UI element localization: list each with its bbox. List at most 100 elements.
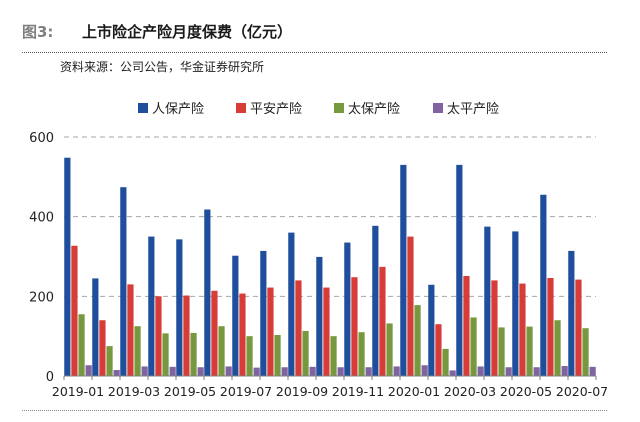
bar-2019-07-s0 bbox=[232, 255, 239, 376]
bar-2020-07-s0 bbox=[568, 250, 575, 376]
bar-2020-01-s2 bbox=[414, 305, 421, 376]
bar-2019-09-s3 bbox=[309, 366, 316, 376]
x-tick-label: 2019-01 bbox=[52, 384, 104, 399]
bar-2020-02-s2 bbox=[442, 348, 449, 376]
bar-2019-09-s0 bbox=[288, 232, 295, 376]
bar-2020-01-s0 bbox=[400, 164, 407, 376]
bar-2019-05-s3 bbox=[197, 367, 204, 376]
bar-2020-01-s1 bbox=[407, 236, 414, 376]
bar-2019-05-s0 bbox=[176, 239, 183, 376]
bar-2019-04-s3 bbox=[169, 366, 176, 376]
bar-2020-06-s1 bbox=[547, 278, 554, 376]
bar-2020-03-s2 bbox=[470, 317, 477, 376]
legend-swatch bbox=[138, 103, 148, 113]
figure-title: 上市险企产险月度保费（亿元） bbox=[82, 23, 293, 41]
source-note: 资料来源：公司公告，华金证券研究所 bbox=[60, 60, 265, 74]
bar-2019-10-s1 bbox=[323, 287, 330, 376]
bar-2020-04-s1 bbox=[491, 280, 498, 376]
bars bbox=[64, 157, 596, 377]
bar-2019-11-s1 bbox=[351, 277, 358, 376]
x-tick-label: 2019-07 bbox=[220, 384, 272, 399]
bar-2019-10-s0 bbox=[316, 256, 323, 376]
bar-2019-04-s2 bbox=[162, 333, 169, 376]
bar-2019-09-s2 bbox=[302, 330, 309, 376]
bar-2019-10-s3 bbox=[337, 367, 344, 376]
bar-2020-07-s2 bbox=[582, 328, 589, 376]
y-tick-label: 0 bbox=[46, 370, 54, 385]
grid-lines bbox=[64, 136, 596, 297]
legend-label: 太平产险 bbox=[447, 102, 499, 117]
bar-2019-06-s2 bbox=[218, 326, 225, 376]
bar-2019-10-s2 bbox=[330, 336, 337, 376]
bar-2019-03-s1 bbox=[127, 284, 134, 376]
bar-2020-06-s2 bbox=[554, 320, 561, 376]
bar-2020-03-s0 bbox=[456, 164, 463, 376]
legend-swatch bbox=[433, 103, 443, 113]
bar-2019-11-s0 bbox=[344, 242, 351, 376]
bar-2020-05-s2 bbox=[526, 326, 533, 376]
x-tick-label: 2020-07 bbox=[556, 384, 608, 399]
legend-swatch bbox=[334, 103, 344, 113]
bar-2019-12-s1 bbox=[379, 266, 386, 376]
bar-2019-01-s3 bbox=[85, 365, 92, 376]
bar-2019-02-s3 bbox=[113, 370, 120, 376]
bar-2019-08-s1 bbox=[267, 287, 274, 376]
x-tick-label: 2020-05 bbox=[500, 384, 552, 399]
y-tick-label: 200 bbox=[29, 290, 54, 305]
bar-2020-04-s0 bbox=[484, 226, 491, 377]
bar-2019-06-s3 bbox=[225, 366, 232, 376]
bar-2019-07-s2 bbox=[246, 336, 253, 376]
bar-2019-04-s0 bbox=[148, 236, 155, 376]
bar-2019-02-s1 bbox=[99, 320, 106, 376]
bar-2019-02-s2 bbox=[106, 346, 113, 377]
figure-title-row: 图3: 上市险企产险月度保费（亿元） bbox=[22, 18, 607, 46]
bar-2019-01-s0 bbox=[64, 157, 71, 376]
bar-2019-08-s0 bbox=[260, 250, 267, 376]
axes: 0 200 400 600 2019-01 2019-03 2019-05 2019-07 20… bbox=[29, 131, 608, 399]
x-tick-label: 2019-11 bbox=[332, 384, 384, 399]
bar-2020-07-s1 bbox=[575, 279, 582, 376]
bar-2020-05-s3 bbox=[533, 367, 540, 376]
x-tick-label: 2020-01 bbox=[388, 384, 440, 399]
bar-2020-02-s3 bbox=[449, 370, 456, 376]
bar-2020-07-s3 bbox=[589, 366, 596, 376]
bar-2020-03-s3 bbox=[477, 366, 484, 376]
bar-2020-04-s3 bbox=[505, 367, 512, 376]
x-tick-label: 2019-05 bbox=[164, 384, 216, 399]
bar-2019-01-s2 bbox=[78, 314, 85, 376]
bar-2019-07-s1 bbox=[239, 293, 246, 376]
x-tick-label: 2019-03 bbox=[108, 384, 160, 399]
legend-label: 人保产险 bbox=[152, 102, 204, 117]
bar-2020-05-s1 bbox=[519, 283, 526, 376]
bar-2019-11-s2 bbox=[358, 332, 365, 376]
bar-2019-02-s0 bbox=[92, 278, 99, 376]
bar-2020-06-s3 bbox=[561, 366, 568, 376]
bar-2019-05-s2 bbox=[190, 332, 197, 376]
bar-2019-06-s0 bbox=[204, 209, 211, 376]
bar-2019-09-s1 bbox=[295, 280, 302, 376]
bar-2019-08-s3 bbox=[281, 367, 288, 376]
bar-2019-05-s1 bbox=[183, 295, 190, 376]
y-tick-label: 600 bbox=[29, 131, 54, 146]
bar-2019-08-s2 bbox=[274, 334, 281, 376]
bar-2019-06-s1 bbox=[211, 290, 218, 376]
bar-2019-11-s3 bbox=[365, 367, 372, 376]
y-tick-label: 400 bbox=[29, 211, 54, 226]
title-separator bbox=[22, 52, 607, 53]
bar-2020-02-s1 bbox=[435, 324, 442, 376]
x-tick-label: 2020-03 bbox=[444, 384, 496, 399]
bar-2020-06-s0 bbox=[540, 194, 547, 376]
bar-2019-12-s0 bbox=[372, 225, 379, 376]
legend-label: 平安产险 bbox=[250, 102, 302, 117]
bar-2019-03-s2 bbox=[134, 326, 141, 376]
bar-2019-12-s3 bbox=[393, 366, 400, 376]
bar-2019-01-s1 bbox=[71, 245, 78, 376]
bar-2020-03-s1 bbox=[463, 276, 470, 376]
bar-2019-12-s2 bbox=[386, 323, 393, 376]
bar-2019-03-s3 bbox=[141, 366, 148, 376]
bar-2019-07-s3 bbox=[253, 367, 260, 376]
bar-2019-04-s1 bbox=[155, 296, 162, 376]
legend-label: 太保产险 bbox=[348, 102, 400, 117]
figure-label: 图3: bbox=[22, 23, 54, 41]
